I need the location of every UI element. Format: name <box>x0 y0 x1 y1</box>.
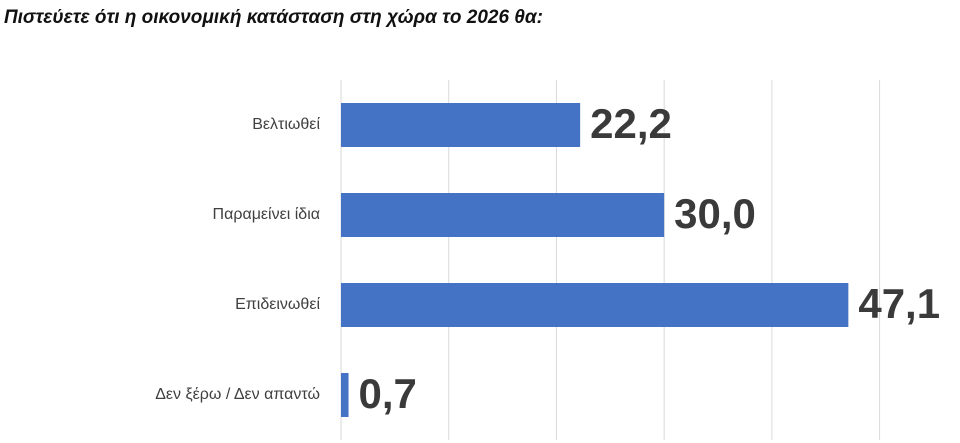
bar <box>341 373 349 417</box>
value-label: 22,2 <box>590 100 672 147</box>
category-label: Παραμείνει ίδια <box>213 206 320 223</box>
bar <box>341 283 849 327</box>
bar <box>341 193 665 237</box>
bar <box>341 103 581 147</box>
value-label: 30,0 <box>674 190 756 237</box>
category-label: Βελτιωθεί <box>252 116 320 133</box>
chart-title: Πιστεύετε ότι η οικονομική κατάσταση στη… <box>4 7 543 28</box>
value-label: 47,1 <box>858 280 940 327</box>
category-label: Επιδεινωθεί <box>235 296 320 313</box>
category-label: Δεν ξέρω / Δεν απαντώ <box>155 386 320 403</box>
value-label: 0,7 <box>359 370 417 417</box>
